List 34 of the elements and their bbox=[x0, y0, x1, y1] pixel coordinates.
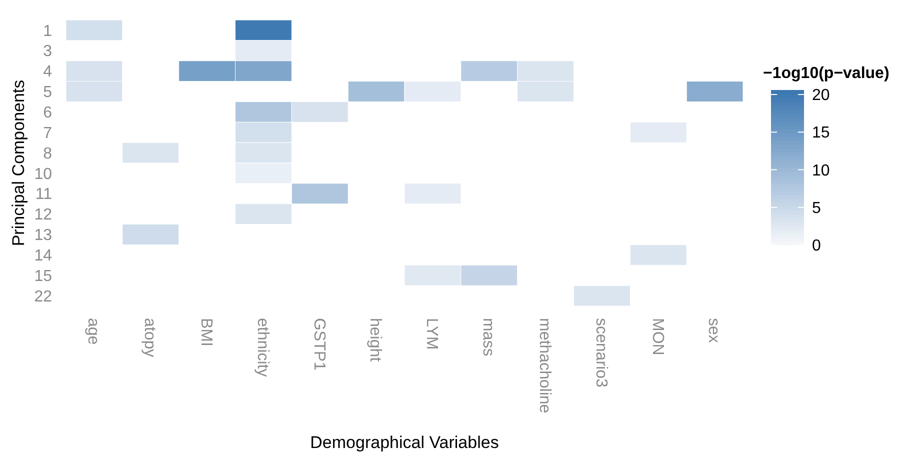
y-tick-label: 4 bbox=[43, 64, 52, 81]
x-tick-label: GSTP1 bbox=[310, 318, 328, 371]
y-tick-label: 5 bbox=[43, 84, 52, 102]
x-tick-label: age bbox=[84, 318, 102, 345]
x-tick-label: LYM bbox=[423, 318, 440, 350]
y-tick-label: 3 bbox=[43, 43, 52, 60]
x-tick-label: methacholine bbox=[536, 318, 553, 414]
color-bar-label: 20 bbox=[812, 87, 830, 104]
color-bar-label: 5 bbox=[812, 200, 821, 217]
y-tick-label: 12 bbox=[34, 206, 52, 224]
y-axis-title: Principal Components bbox=[9, 80, 28, 246]
y-tick-label: 15 bbox=[34, 268, 52, 285]
y-tick-label: 8 bbox=[43, 145, 52, 162]
x-tick-label: ethnicity bbox=[254, 318, 271, 377]
color-bar-title: −1og10(p−value) bbox=[763, 65, 890, 82]
y-tick-label: 11 bbox=[35, 186, 52, 204]
x-tick-label: BMI bbox=[197, 318, 214, 346]
x-tick-label: height bbox=[366, 318, 384, 362]
color-bar-label: 10 bbox=[812, 162, 830, 180]
color-bar-label: 15 bbox=[812, 124, 830, 142]
x-tick-label: MON bbox=[648, 318, 666, 356]
y-tick-label: 10 bbox=[34, 166, 52, 183]
color-bar-label: 0 bbox=[812, 238, 821, 255]
y-tick-label: 7 bbox=[43, 124, 52, 142]
x-axis-title: Demographical Variables bbox=[310, 433, 499, 452]
y-tick-label: 22 bbox=[34, 288, 52, 306]
y-tick-label: 1 bbox=[43, 22, 52, 40]
x-tick-label: atopy bbox=[141, 318, 158, 358]
y-tick-label: 13 bbox=[34, 227, 52, 244]
x-tick-label: sex bbox=[705, 318, 722, 343]
y-tick-label: 6 bbox=[43, 104, 52, 122]
x-tick-label: scenario3 bbox=[592, 318, 610, 388]
x-tick-label: mass bbox=[480, 318, 497, 356]
y-tick-label: 14 bbox=[34, 248, 52, 265]
